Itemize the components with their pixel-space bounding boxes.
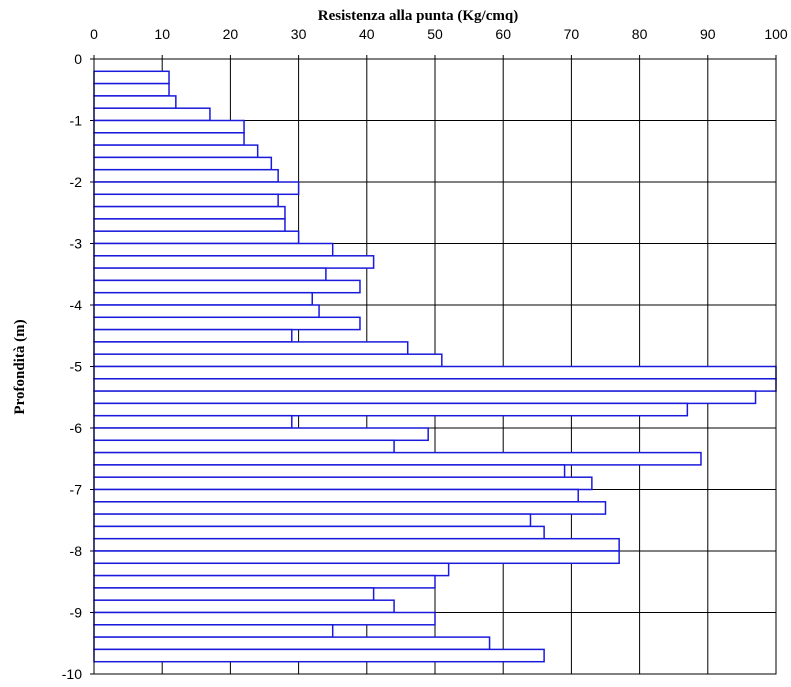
bar — [93, 525, 545, 540]
bar — [93, 451, 702, 466]
bar — [93, 488, 579, 503]
bar — [93, 132, 245, 146]
y-tick-label: -2 — [70, 174, 83, 190]
bar — [93, 341, 409, 355]
y-tick-label: -6 — [70, 420, 83, 436]
x-tick-label: 80 — [632, 26, 648, 42]
bar — [93, 353, 443, 368]
x-tick-label: 90 — [700, 26, 716, 42]
bar — [93, 95, 177, 109]
bar — [93, 291, 313, 306]
bar — [93, 476, 593, 491]
x-tick-label: 40 — [359, 26, 375, 42]
x-tick-label: 50 — [427, 26, 443, 42]
y-tick-label: -5 — [70, 359, 83, 375]
x-tick-label: 60 — [495, 26, 511, 42]
y-axis-label: Profondità (m) — [12, 319, 28, 414]
bar — [93, 230, 300, 245]
bar — [93, 304, 320, 319]
y-tick-label: -7 — [70, 482, 83, 498]
bar — [93, 648, 545, 663]
bar — [93, 611, 436, 626]
bar — [93, 144, 259, 159]
bar — [93, 156, 273, 171]
bar — [93, 513, 532, 528]
y-tick-label: -9 — [70, 605, 83, 621]
bar — [93, 181, 300, 196]
bar — [93, 279, 361, 294]
bar — [93, 636, 491, 651]
bar — [93, 537, 620, 552]
bar — [93, 464, 566, 478]
bar — [93, 119, 245, 134]
bar — [93, 378, 777, 392]
x-tick-label: 10 — [154, 26, 170, 42]
y-tick-label: -3 — [70, 236, 83, 252]
y-tick-label: -4 — [70, 297, 83, 313]
bar — [93, 427, 429, 442]
bar — [93, 574, 436, 589]
bar — [93, 316, 361, 331]
bar — [93, 328, 293, 343]
bar — [93, 255, 375, 269]
bar — [93, 365, 777, 380]
bar — [93, 414, 293, 429]
bar — [93, 218, 286, 232]
bar — [93, 550, 620, 565]
y-tick-label: -1 — [70, 113, 83, 129]
x-tick-labels: 0 10 20 30 40 50 60 70 80 90 100 — [90, 26, 788, 42]
y-tick-label: -10 — [62, 666, 82, 682]
x-tick-label: 20 — [223, 26, 239, 42]
y-tick-label: -8 — [70, 543, 83, 559]
bar — [93, 205, 286, 220]
bar — [93, 70, 170, 85]
bar — [93, 242, 334, 257]
bar — [93, 168, 279, 183]
bar — [93, 624, 334, 638]
chart-title: Resistenza alla punta (Kg/cmq) — [318, 8, 518, 24]
bar — [93, 267, 327, 282]
bar — [93, 599, 395, 614]
bar — [93, 193, 279, 208]
x-tick-label: 100 — [764, 26, 788, 42]
x-tick-label: 0 — [90, 26, 98, 42]
bar — [93, 82, 170, 97]
bar — [93, 390, 757, 405]
bar — [93, 402, 689, 417]
bar — [93, 439, 395, 454]
bar — [93, 562, 450, 577]
x-tick-label: 30 — [291, 26, 307, 42]
bar — [93, 501, 607, 515]
y-tick-labels: 0 -1 -2 -3 -4 -5 -6 -7 -8 -9 -10 — [62, 51, 82, 682]
bar — [93, 107, 211, 122]
plot-frame — [93, 58, 777, 675]
y-tick-label: 0 — [74, 51, 82, 67]
bar — [93, 587, 375, 601]
x-tick-label: 70 — [564, 26, 580, 42]
